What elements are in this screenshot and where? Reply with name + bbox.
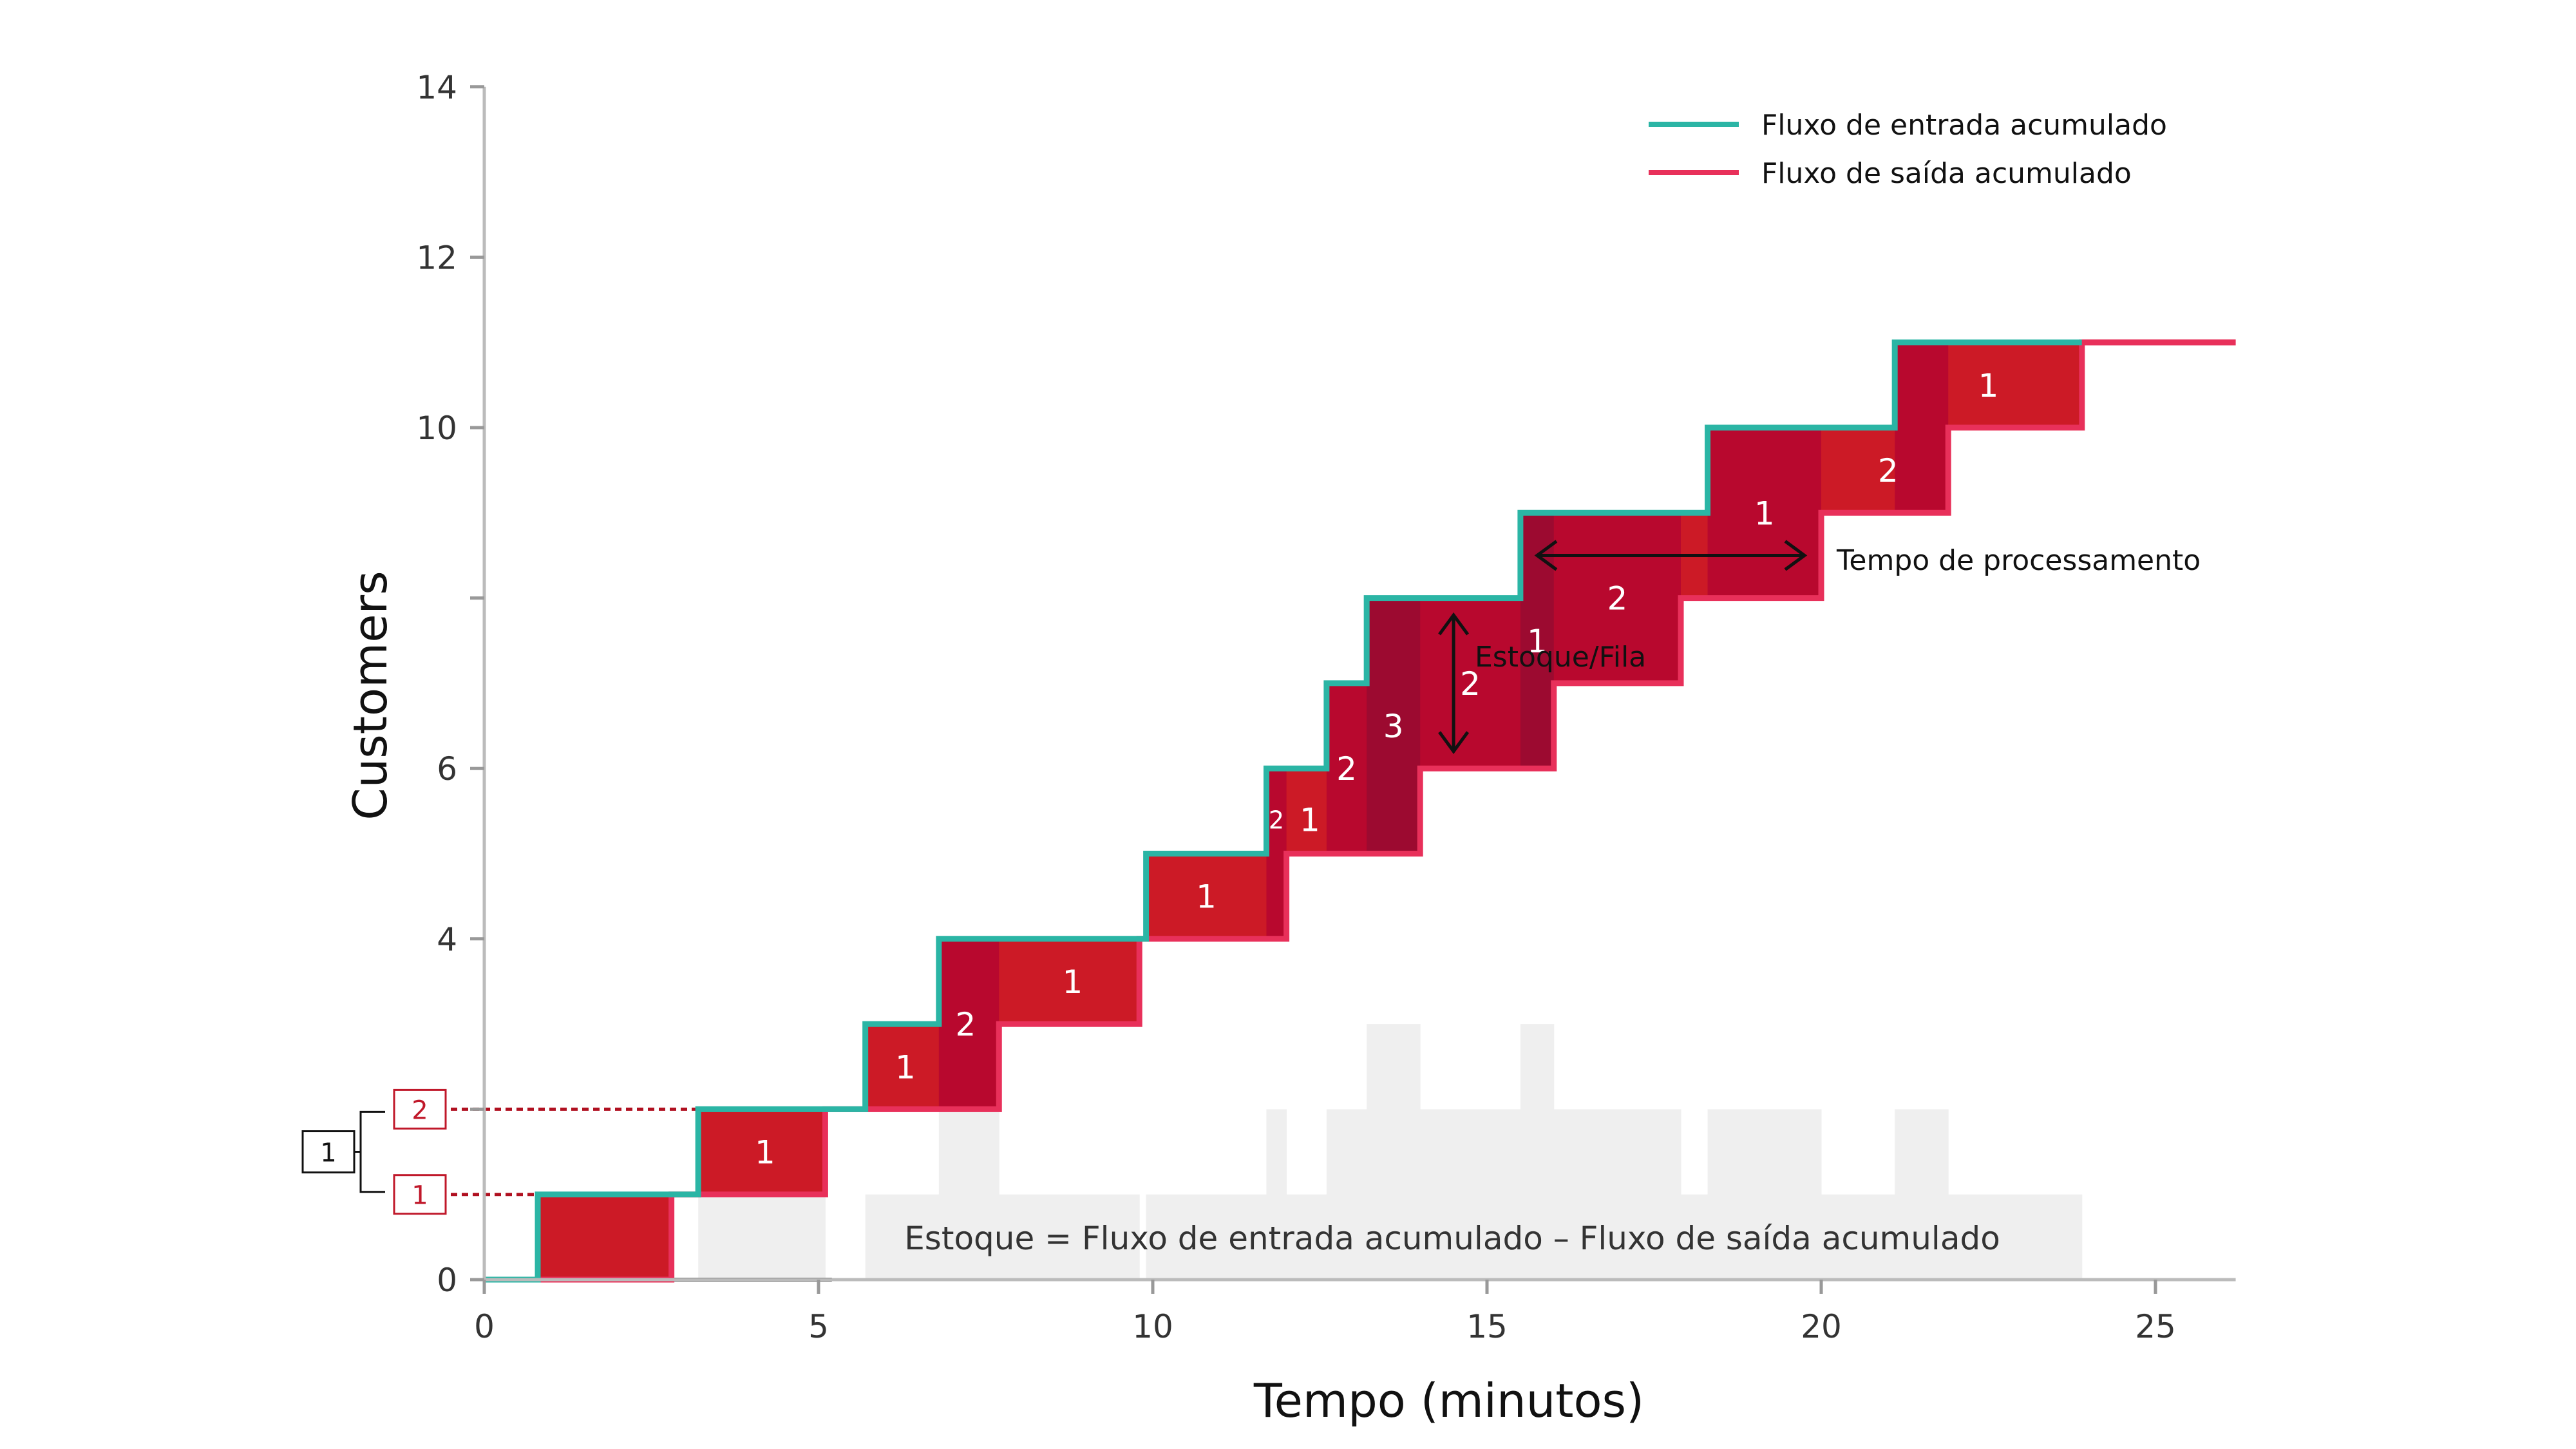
cell-label: 1 (895, 1048, 916, 1086)
cell-label: 1 (1196, 878, 1217, 916)
wip-cell (1821, 428, 1895, 513)
inflow-line (484, 339, 2082, 1283)
annotations: Tempo de processamento Estoque/Fila Estoqu… (301, 540, 2201, 1257)
y-tick-label: 6 (437, 750, 457, 788)
inventory-bar (1681, 1194, 1709, 1280)
x-tick-label: 5 (808, 1308, 829, 1345)
y-tick-label: 14 (416, 69, 457, 106)
cell-label: 2 (1336, 750, 1357, 788)
inventory-bar (865, 1194, 940, 1280)
level-box-label: 1 (412, 1181, 428, 1211)
inventory-bar (1286, 1194, 1327, 1280)
processing-time-label: Tempo de processamento (1836, 544, 2201, 577)
bracket-count-label: 1 (320, 1139, 336, 1168)
y-tick-label: 12 (416, 239, 457, 276)
wip-cells (538, 342, 2083, 1280)
inventory-bar (1553, 1109, 1681, 1280)
y-axis-title: Customers (343, 571, 397, 820)
inventory-bar (1821, 1194, 1895, 1280)
cell-label: 1 (1527, 623, 1548, 660)
wip-cell (1895, 342, 1949, 513)
wip-cell (938, 938, 999, 1110)
cell-label: 2 (1460, 665, 1481, 703)
level-box-label: 2 (412, 1095, 428, 1125)
inventory-histogram (538, 1024, 2083, 1280)
inventory-bar (1948, 1194, 2083, 1280)
wip-cell (865, 1024, 940, 1110)
cell-label: 1 (755, 1134, 775, 1171)
inventory-bar (1420, 1109, 1521, 1280)
inventory-bar (1326, 1109, 1367, 1280)
inventory-bar (938, 1109, 999, 1280)
wip-cell (1146, 853, 1267, 939)
y-tick-label: 10 (416, 410, 457, 447)
cell-label: 2 (1269, 806, 1284, 835)
level-box-1 (393, 1174, 447, 1215)
inventory-bar (1520, 1024, 1555, 1280)
wip-cell (1948, 342, 2083, 428)
cell-label: 3 (1383, 708, 1404, 745)
inventory-bar (1367, 1024, 1421, 1280)
cell-label: 1 (1978, 367, 1999, 404)
x-tick-label: 20 (1801, 1308, 1842, 1345)
wip-cell (538, 1194, 672, 1280)
inventory-bar (1707, 1109, 1822, 1280)
cell-label: 2 (955, 1006, 976, 1043)
bracket-count-box (301, 1130, 355, 1174)
x-axis-title: Tempo (minutos) (1253, 1374, 1644, 1428)
y-tick-label: 4 (437, 921, 457, 958)
inventory-bar (999, 1194, 1140, 1280)
arrow-head-left (1534, 540, 1558, 571)
outflow-line (484, 339, 2236, 1283)
cell-label: 1 (1300, 802, 1320, 839)
wip-cell (1707, 428, 1822, 598)
x-tick-label: 10 (1132, 1308, 1173, 1345)
x-tick-label: 25 (2135, 1308, 2176, 1345)
y-tick-label: 0 (437, 1262, 457, 1299)
level-box-2 (393, 1088, 447, 1130)
wip-cell (1326, 683, 1367, 854)
cell-label: 2 (1878, 452, 1899, 489)
wip-cell (1286, 768, 1327, 854)
wip-cell (999, 938, 1140, 1025)
inventory-bar (1266, 1109, 1287, 1280)
legend-label: Fluxo de entrada acumulado (1761, 109, 2167, 142)
queue-label: Estoque/Fila (1475, 641, 1646, 674)
legend-label: Fluxo de saída acumulado (1761, 157, 2132, 190)
cell-label: 2 (1607, 580, 1628, 618)
x-tick-label: 15 (1466, 1308, 1508, 1345)
inventory-bar (1146, 1194, 1267, 1280)
inventory-formula-label: Estoque = Fluxo de entrada acumulado – F… (904, 1220, 2000, 1257)
arrow-head-right (1784, 540, 1808, 571)
wip-cell (698, 1109, 826, 1195)
wip-cell (1367, 598, 1421, 854)
inventory-bar (1895, 1109, 1949, 1280)
x-tick-label: 0 (474, 1308, 495, 1345)
arrow-head-down (1438, 731, 1470, 754)
legend: Fluxo de entrada acumulado Fluxo de saída… (1649, 109, 2167, 190)
inventory-bar (698, 1194, 826, 1280)
cell-label: 1 (1063, 963, 1083, 1001)
cell-label: 1 (1754, 495, 1775, 532)
arrow-head-up (1438, 612, 1470, 636)
wip-cell (1266, 768, 1287, 939)
wip-cell (1420, 598, 1521, 769)
wip-cell (1553, 513, 1681, 683)
